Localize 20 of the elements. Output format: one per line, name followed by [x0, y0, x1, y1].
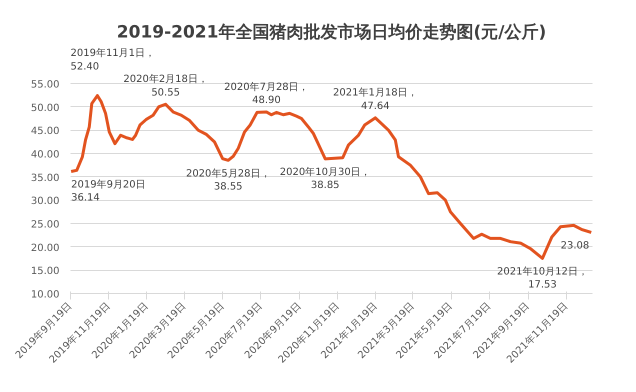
y-tick-label: 45.00 [30, 126, 60, 138]
annotation: 2019年11月1日， 52.40 [70, 47, 156, 72]
y-tick-label: 25.00 [30, 220, 60, 230]
y-tick-label: 40.00 [30, 150, 60, 160]
y-tick-label: 50.00 [30, 102, 60, 114]
y-tick-label: 10.00 [30, 290, 60, 300]
annotation: 2020年10月30日， 38.85 [280, 166, 371, 192]
y-tick-label: 55.00 [30, 80, 60, 90]
annotation: 2021年1月18日， 47.64 [333, 86, 418, 112]
y-tick-label: 20.00 [30, 242, 60, 254]
annotation: 23.08 [560, 240, 590, 252]
annotation: 2019年9月20日 36.14 [71, 178, 146, 204]
chart-title: 2019-2021年全国猪肉批发市场日均价走势图(元/公斤) [116, 22, 546, 42]
annotation: 2020年2月18日， 50.55 [123, 73, 208, 98]
y-tick-label: 15.00 [30, 266, 60, 278]
annotation: 2020年5月28日， 38.55 [186, 167, 271, 192]
y-tick-label: 35.00 [30, 172, 60, 184]
annotation: 2021年10月12日， 17.53 [496, 265, 588, 291]
annotation: 2020年7月28日， 48.90 [224, 80, 309, 106]
y-tick-label: 30.00 [30, 196, 60, 208]
